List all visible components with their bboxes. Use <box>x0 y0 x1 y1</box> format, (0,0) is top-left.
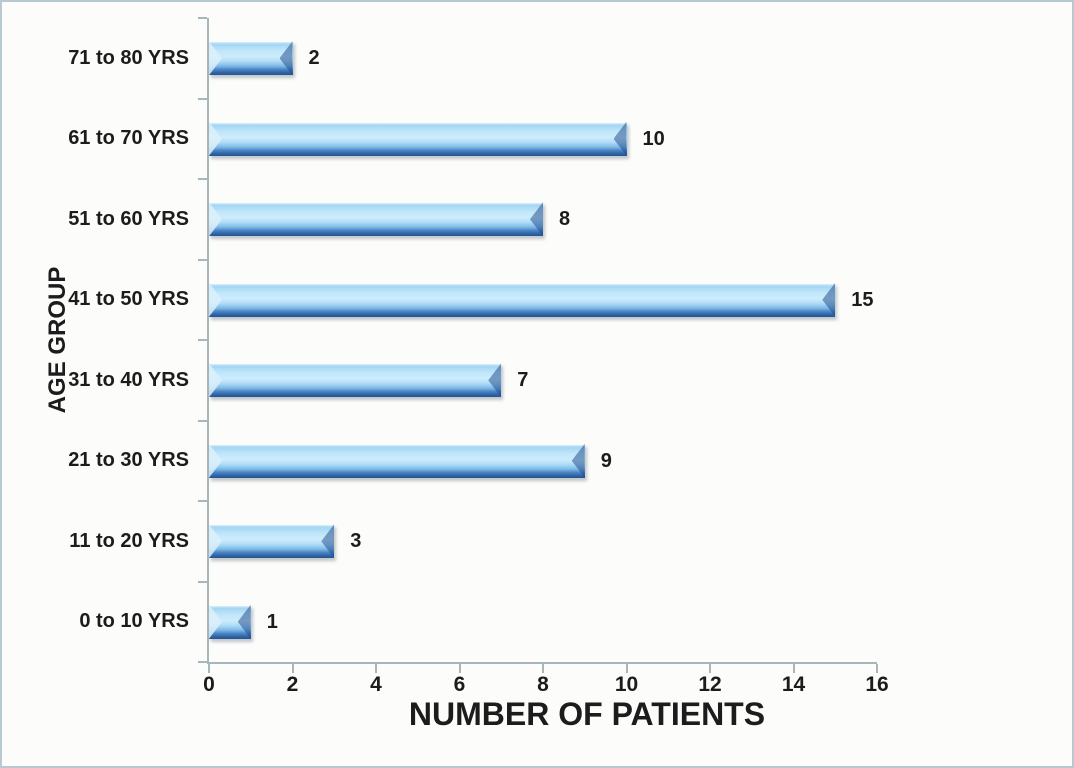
bar-value-label: 10 <box>642 127 665 150</box>
x-tick-label: 12 <box>698 673 722 696</box>
x-tick-label: 16 <box>865 673 889 696</box>
horizontal-bar <box>209 363 502 398</box>
x-axis-tick-mark <box>291 664 294 673</box>
category-label: 41 to 50 YRS <box>68 288 189 311</box>
y-axis-tick-mark <box>198 500 207 502</box>
x-axis-tick-mark <box>375 664 377 673</box>
bar-value-label: 2 <box>308 47 320 70</box>
x-axis-tick-mark <box>208 664 210 673</box>
category-label: 21 to 30 YRS <box>68 449 189 472</box>
horizontal-bar <box>209 282 836 317</box>
y-axis-tick-mark <box>198 178 207 180</box>
bar-value-label: 9 <box>600 449 612 472</box>
horizontal-bar <box>209 443 585 478</box>
bar-value-label: 7 <box>517 369 529 392</box>
x-tick-label: 2 <box>286 673 299 696</box>
horizontal-bar <box>209 202 543 237</box>
x-tick-label: 10 <box>614 673 639 696</box>
category-label: 0 to 10 YRS <box>79 610 189 633</box>
horizontal-bar <box>209 604 251 639</box>
bar-value-label: 8 <box>559 208 571 231</box>
y-axis-tick-mark <box>198 339 207 341</box>
bar-value-label: 3 <box>350 530 362 553</box>
plot-area: 2 10 8 15 7 9 3 1 <box>198 17 878 673</box>
y-axis-tick-mark <box>198 661 207 663</box>
y-axis-tick-mark <box>198 17 207 19</box>
category-label: 61 to 70 YRS <box>68 127 189 150</box>
x-axis-tick-mark <box>458 664 461 673</box>
category-label: 11 to 20 YRS <box>69 529 189 552</box>
bar-value-label: 15 <box>851 288 874 311</box>
x-tick-label: 8 <box>537 673 549 696</box>
bar-value-label: 1 <box>266 610 278 633</box>
x-tick-label: 4 <box>370 673 382 696</box>
x-tick-label: 0 <box>203 673 215 696</box>
y-axis-tick-mark <box>198 258 207 261</box>
x-tick-label: 6 <box>453 673 466 696</box>
y-axis-tick-mark <box>198 580 207 583</box>
category-label: 31 to 40 YRS <box>68 368 189 391</box>
horizontal-bar <box>209 41 293 76</box>
y-axis-tick-mark <box>198 419 207 422</box>
x-tick-label: 14 <box>781 673 806 696</box>
y-axis-tick-mark <box>198 97 207 100</box>
horizontal-bar <box>209 524 335 559</box>
x-axis-tick-mark <box>792 664 795 673</box>
x-axis-title: NUMBER OF PATIENTS <box>408 696 766 732</box>
x-axis-tick-mark <box>625 664 628 673</box>
x-axis-tick-mark <box>542 664 544 673</box>
horizontal-bar <box>209 121 627 156</box>
category-label: 71 to 80 YRS <box>68 46 189 69</box>
x-axis-tick-mark <box>876 664 878 673</box>
x-axis-tick-mark <box>709 664 711 673</box>
category-label: 51 to 60 YRS <box>68 207 189 230</box>
